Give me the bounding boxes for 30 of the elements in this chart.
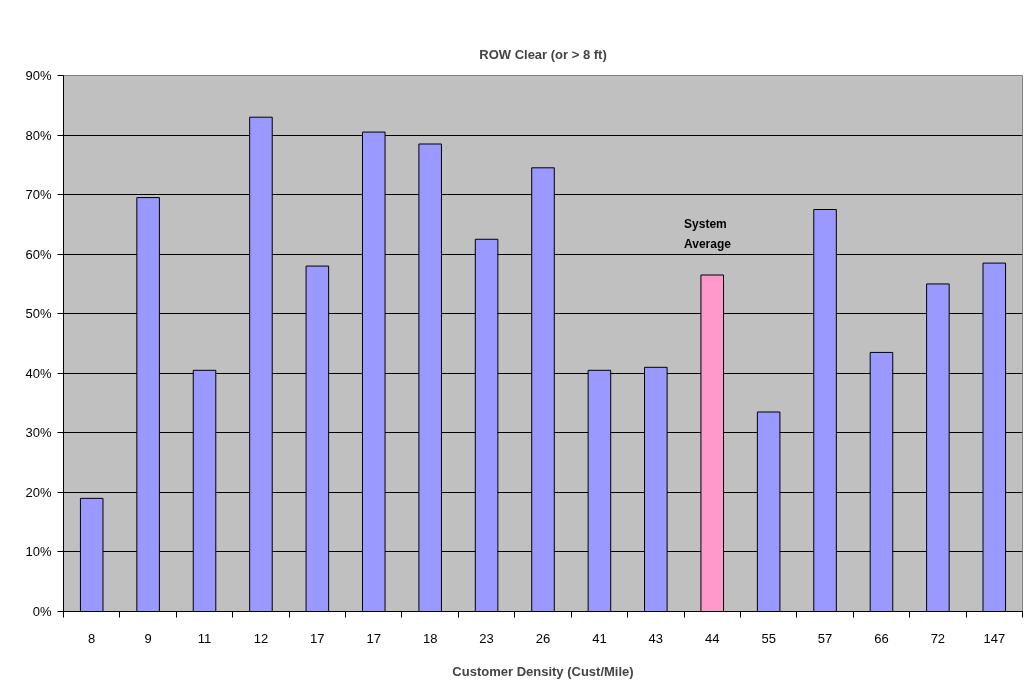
y-tick-label: 0% [32,604,52,619]
x-tick-label: 43 [648,630,664,646]
x-tick-label: 11 [197,630,212,646]
x-tick-label: 72 [930,630,946,646]
x-tick-label: 17 [310,630,325,646]
x-tick-label: 8 [88,630,96,646]
x-tick-label: 26 [535,630,551,646]
y-tick-label: 90% [25,68,52,83]
x-tick-label: 9 [144,630,152,646]
y-tick-label: 80% [25,127,52,143]
annotation: System Average [684,217,732,252]
x-tick-label: 41 [592,630,607,646]
y-tick-label: 30% [25,425,52,441]
x-tick-label: 55 [761,630,776,646]
y-tick-label: 50% [25,306,52,322]
x-tick-label: 17 [366,630,381,646]
y-tick-label: 10% [25,544,52,560]
y-tick-label: 60% [25,246,52,262]
x-tick-label: 147 [983,630,1006,646]
x-tick-label: 23 [479,630,494,646]
x-tick-label: 44 [705,630,720,646]
chart-title: ROW Clear (or > 8 ft) [479,46,607,62]
x-axis-title: Customer Density (Cust/Mile) [452,663,634,679]
y-tick-label: 70% [25,187,52,203]
x-tick-label: 66 [874,630,889,646]
y-tick-label: 40% [25,365,52,381]
y-tick-label: 20% [25,484,52,500]
x-tick-label: 57 [817,630,833,646]
x-tick-label: 12 [253,630,269,646]
x-tick-label: 18 [422,630,438,646]
